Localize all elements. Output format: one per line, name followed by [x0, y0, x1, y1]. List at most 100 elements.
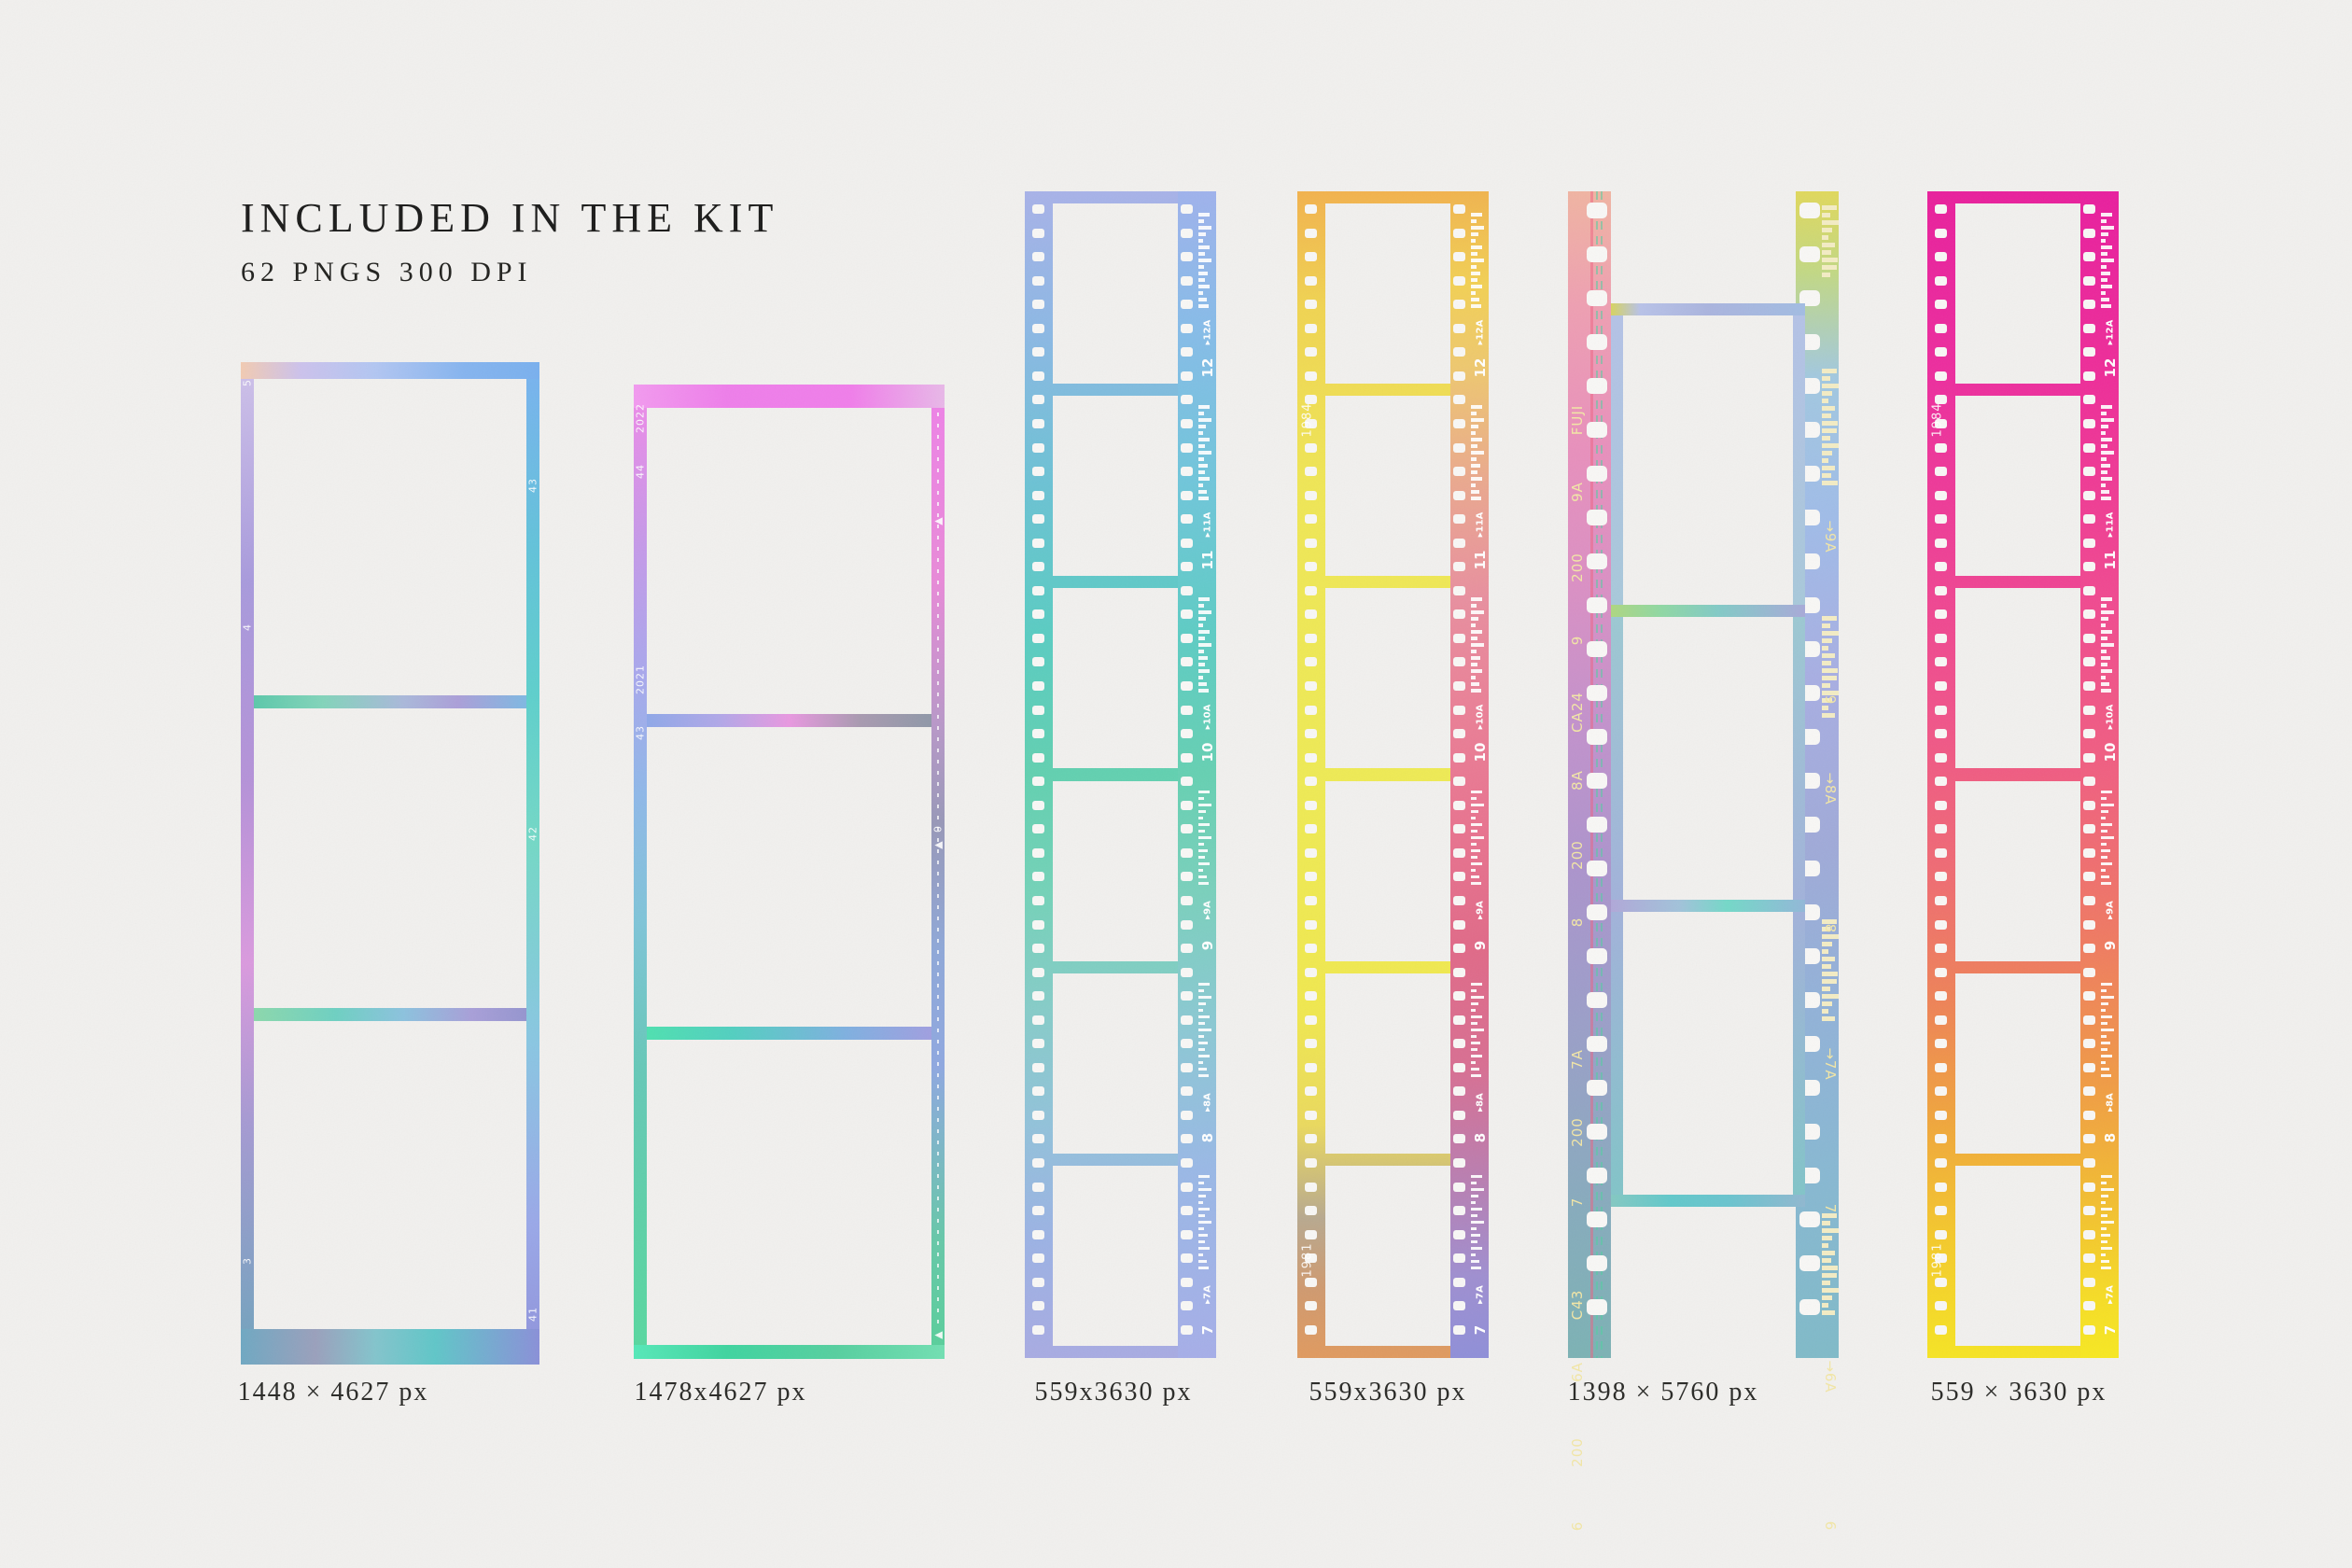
dx-barcode-tick — [1471, 451, 1484, 455]
sprocket-hole — [2083, 1206, 2095, 1216]
sprocket-hole — [1305, 1015, 1317, 1025]
sprocket-hole — [1032, 300, 1044, 310]
dx-barcode-tick — [1471, 822, 1482, 826]
sprocket-hole — [1032, 895, 1044, 905]
dx-barcode-tick — [1822, 1251, 1835, 1255]
dx-barcode-tick — [1822, 376, 1830, 381]
dx-barcode-tick — [2101, 1213, 2107, 1218]
frame-window — [1325, 780, 1450, 961]
sprocket-hole — [1453, 1110, 1465, 1120]
dx-barcode-tick — [2101, 438, 2112, 441]
dx-barcode-tick — [2101, 272, 2110, 275]
dx-barcode-tick — [2101, 637, 2107, 640]
dx-barcode-tick — [1471, 875, 1479, 878]
dx-barcode-tick — [2101, 226, 2114, 230]
sprocket-hole — [1032, 467, 1044, 477]
dx-barcode-tick — [2101, 604, 2107, 608]
edge-micro-text: 4 — [241, 623, 254, 631]
sprocket-hole — [1453, 442, 1465, 453]
dx-barcode-tick — [1471, 1181, 1477, 1185]
dx-barcode-tick — [1198, 285, 1210, 288]
sprocket-hole — [2083, 1086, 2095, 1097]
dx-barcode-tick — [2101, 425, 2108, 428]
edge-film-text: 9 — [1822, 694, 1839, 706]
sprocket-hole — [1305, 824, 1317, 834]
dx-barcode-tick — [1471, 630, 1482, 634]
sprocket-hole — [1305, 1134, 1317, 1144]
sprocket-hole — [1453, 1182, 1465, 1192]
dx-barcode-tick — [1198, 842, 1204, 846]
frame-side-border — [1793, 912, 1805, 1195]
dx-barcode-tick — [1471, 988, 1477, 993]
edge-film-text: 200 — [1569, 553, 1586, 582]
sprocket-hole — [1453, 204, 1465, 214]
sprocket-hole — [1181, 1110, 1193, 1120]
sprocket-hole — [2083, 1015, 2095, 1025]
dx-barcode-tick — [1198, 1054, 1210, 1058]
sprocket-hole — [1453, 228, 1465, 238]
dx-barcode-tick — [1471, 1259, 1479, 1264]
dx-barcode-tick — [1198, 663, 1205, 666]
dx-barcode-tick — [1822, 949, 1828, 954]
dx-barcode-tick — [1822, 942, 1832, 946]
sprocket-hole — [2083, 657, 2095, 667]
dx-barcode-tick — [1198, 444, 1205, 448]
sprocket-hole — [1935, 1229, 1947, 1239]
sprocket-hole — [1453, 991, 1465, 1001]
dx-barcode-tick — [1198, 1213, 1205, 1218]
edge-micro-text: 43 — [526, 478, 539, 493]
size-label-6: 559 × 3630 px — [1930, 1378, 2107, 1407]
sprocket-hole — [2083, 824, 2095, 834]
dx-barcode-tick — [1822, 458, 1828, 463]
dx-barcode-tick — [1198, 1187, 1211, 1192]
frame-window — [1955, 1165, 2080, 1346]
dx-barcode-tick — [1471, 457, 1477, 461]
sprocket-hole — [2083, 1182, 2095, 1192]
sprocket-hole — [1935, 1110, 1947, 1120]
dx-barcode-tick — [1198, 213, 1210, 217]
sprocket-hole — [1453, 1229, 1465, 1239]
sprocket-hole — [1305, 777, 1317, 787]
sprocket-hole — [1587, 1211, 1607, 1227]
dx-barcode-tick — [1471, 597, 1482, 601]
sprocket-hole — [1181, 228, 1193, 238]
dx-barcode-tick — [1822, 1266, 1838, 1270]
dx-barcode-tick — [1471, 1200, 1476, 1205]
sprocket-hole — [2083, 729, 2095, 739]
dx-barcode-tick — [1198, 1015, 1210, 1019]
edge-frame-code: ▸9A — [1202, 900, 1213, 919]
dx-barcode-tick — [1198, 848, 1208, 852]
sprocket-hole — [1181, 1182, 1193, 1192]
sprocket-hole — [1305, 442, 1317, 453]
dx-barcode-tick — [1471, 881, 1481, 885]
dx-barcode-tick — [2101, 630, 2112, 634]
sprocket-hole — [1587, 553, 1607, 569]
edge-frame-number: 9 — [1472, 940, 1489, 950]
edge-frame-number: 7 — [2102, 1324, 2119, 1336]
dx-barcode-tick — [1198, 822, 1210, 826]
dx-barcode-tick — [1198, 259, 1211, 262]
sprocket-hole — [1453, 657, 1465, 667]
dx-barcode-tick — [1198, 431, 1203, 435]
dx-barcode-tick — [1471, 1233, 1480, 1238]
sprocket-hole — [1181, 1158, 1193, 1168]
edge-frame-number: 8 — [2102, 1132, 2119, 1142]
dx-barcode-tick — [2101, 676, 2106, 679]
dx-barcode-tick — [2101, 656, 2110, 660]
sprocket-hole — [1032, 944, 1044, 954]
dx-barcode-tick — [1822, 653, 1835, 658]
sprocket-hole — [1935, 657, 1947, 667]
dx-barcode-tick — [1198, 643, 1211, 647]
frame-left-border — [634, 385, 647, 1359]
sprocket-hole — [1181, 323, 1193, 333]
sprocket-hole — [1453, 418, 1465, 428]
sprocket-hole — [1453, 633, 1465, 643]
sprocket-hole — [1935, 967, 1947, 977]
dx-barcode-tick — [2101, 1220, 2114, 1225]
sprocket-hole — [2083, 967, 2095, 977]
edge-frame-number: 9 — [2102, 940, 2119, 950]
dx-barcode-tick — [1198, 1021, 1205, 1026]
dx-barcode-tick — [1822, 979, 1837, 984]
dx-barcode-tick — [1471, 1001, 1478, 1006]
sprocket-hole — [1935, 300, 1947, 310]
